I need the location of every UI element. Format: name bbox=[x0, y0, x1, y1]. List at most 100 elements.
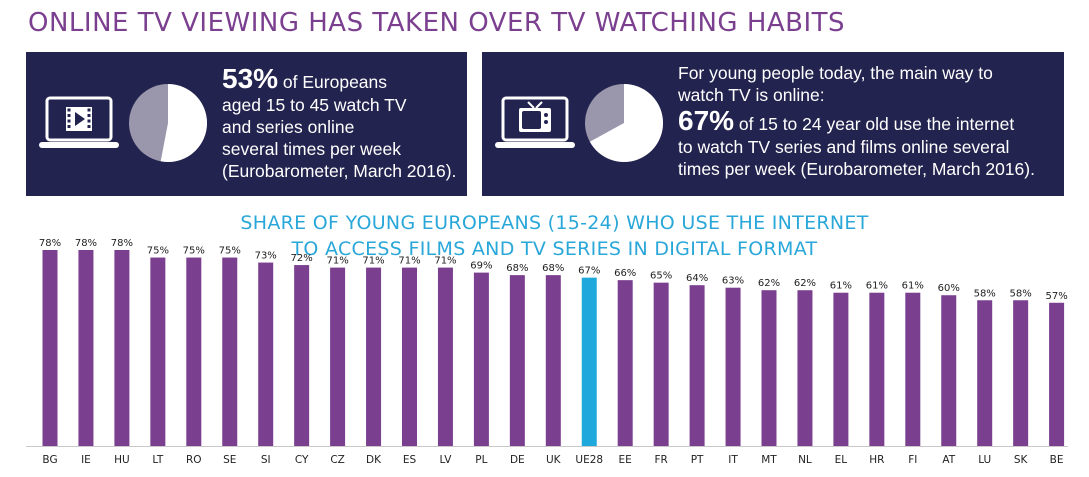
bar-lt bbox=[150, 257, 166, 446]
data-label-se: 75% bbox=[219, 246, 241, 257]
tick-label-mt: MT bbox=[761, 454, 777, 466]
bar-nl bbox=[797, 290, 813, 446]
data-label-be: 57% bbox=[1045, 291, 1067, 302]
bar-cz bbox=[330, 267, 346, 446]
chart-title-line-1: SHARE OF YOUNG EUROPEANS (15-24) WHO USE… bbox=[240, 212, 869, 234]
data-label-ro: 75% bbox=[183, 246, 205, 257]
data-label-pl: 69% bbox=[470, 261, 492, 272]
tick-label-fi: FI bbox=[908, 454, 917, 466]
tick-label-bg: BG bbox=[42, 454, 57, 466]
tick-label-ie: IE bbox=[81, 454, 91, 466]
bar-es bbox=[402, 267, 417, 446]
tick-label-cz: CZ bbox=[330, 454, 345, 466]
data-label-pt: 64% bbox=[686, 273, 708, 284]
bar-at bbox=[941, 295, 957, 446]
bar-pl bbox=[473, 272, 489, 446]
chart-title-line-2: TO ACCESS FILMS AND TV SERIES IN DIGITAL… bbox=[291, 238, 818, 260]
data-label-de: 68% bbox=[506, 263, 528, 274]
bar-si bbox=[258, 262, 274, 446]
data-label-si: 73% bbox=[255, 251, 277, 262]
bar-mt bbox=[761, 290, 777, 446]
source-note: (Eurobarometer, March 2016). bbox=[795, 159, 1035, 179]
data-label-at: 60% bbox=[938, 283, 960, 294]
pie-53-slice bbox=[160, 84, 208, 162]
data-label-el: 61% bbox=[830, 281, 852, 292]
bar-ro bbox=[186, 257, 202, 446]
bar-fi bbox=[905, 292, 921, 446]
bar-ie bbox=[78, 250, 94, 446]
stat-text-right: For young people today, the main way to … bbox=[678, 63, 1035, 179]
bar-sk bbox=[1013, 300, 1029, 446]
data-label-ue28: 67% bbox=[578, 266, 600, 277]
bar-ee bbox=[617, 280, 633, 446]
tick-label-at: AT bbox=[942, 454, 955, 466]
data-label-sk: 58% bbox=[1010, 288, 1032, 299]
stat-percent-67: 67% bbox=[678, 105, 735, 136]
data-label-uk: 68% bbox=[542, 263, 564, 274]
tick-label-hu: HU bbox=[114, 454, 130, 466]
tick-label-lv: LV bbox=[440, 454, 453, 466]
bar-hr bbox=[869, 292, 885, 446]
tick-label-es: ES bbox=[403, 454, 417, 466]
tick-label-nl: NL bbox=[798, 454, 812, 466]
bar-el bbox=[833, 292, 849, 446]
data-label-fr: 65% bbox=[650, 271, 672, 282]
data-label-mt: 62% bbox=[758, 278, 780, 289]
data-label-lu: 58% bbox=[974, 288, 996, 299]
page-title: ONLINE TV VIEWING HAS TAKEN OVER TV WATC… bbox=[28, 8, 846, 38]
bar-ue28 bbox=[581, 277, 597, 446]
bar-be bbox=[1049, 302, 1065, 446]
pie-67-slice bbox=[589, 84, 663, 162]
pie-chart-53 bbox=[129, 84, 208, 162]
data-label-ee: 66% bbox=[614, 268, 636, 279]
bar-lv bbox=[437, 267, 453, 446]
data-label-dk: 71% bbox=[362, 256, 384, 267]
tick-label-be: BE bbox=[1050, 454, 1064, 466]
bar-cy bbox=[294, 265, 310, 446]
bar-pt bbox=[689, 285, 705, 446]
pie-chart-67 bbox=[585, 84, 663, 162]
data-label-es: 71% bbox=[398, 256, 420, 267]
data-label-cz: 71% bbox=[326, 256, 348, 267]
tick-label-lt: LT bbox=[152, 454, 163, 466]
stat-text-left: 53% of Europeans aged 15 to 45 watch TV … bbox=[222, 64, 462, 182]
source-note: (Eurobarometer, March 2016). bbox=[222, 161, 457, 181]
tick-label-ee: EE bbox=[619, 454, 632, 466]
stat-panel-right: For young people today, the main way to … bbox=[482, 52, 1064, 196]
bar-hu bbox=[114, 250, 130, 446]
tick-label-cy: CY bbox=[295, 454, 309, 466]
tick-label-ro: RO bbox=[186, 454, 202, 466]
tick-label-ue28: UE28 bbox=[575, 454, 603, 466]
bar-uk bbox=[545, 275, 561, 446]
bar-se bbox=[222, 257, 238, 446]
data-label-lt: 75% bbox=[147, 246, 169, 257]
bar-it bbox=[725, 287, 741, 446]
data-label-fi: 61% bbox=[902, 281, 924, 292]
data-label-it: 63% bbox=[722, 276, 744, 287]
tick-label-de: DE bbox=[510, 454, 525, 466]
tick-label-si: SI bbox=[261, 454, 271, 466]
bar-lu bbox=[977, 300, 993, 446]
tick-label-el: EL bbox=[835, 454, 848, 466]
tick-label-pt: PT bbox=[691, 454, 704, 466]
tick-label-it: IT bbox=[728, 454, 738, 466]
data-label-lv: 71% bbox=[434, 256, 456, 267]
tick-label-hr: HR bbox=[869, 454, 884, 466]
data-label-ie: 78% bbox=[75, 238, 97, 249]
tick-label-lu: LU bbox=[978, 454, 991, 466]
tick-label-pl: PL bbox=[475, 454, 487, 466]
bar-de bbox=[509, 275, 525, 446]
stat-panel-left: 53% of Europeans aged 15 to 45 watch TV … bbox=[26, 52, 467, 196]
bar-fr bbox=[653, 282, 669, 446]
data-label-hu: 78% bbox=[111, 238, 133, 249]
data-label-cy: 72% bbox=[291, 253, 313, 264]
laptop-video-icon bbox=[39, 96, 119, 148]
tick-label-uk: UK bbox=[546, 454, 562, 466]
data-label-nl: 62% bbox=[794, 278, 816, 289]
data-label-hr: 61% bbox=[866, 281, 888, 292]
data-label-bg: 78% bbox=[39, 238, 61, 249]
tick-label-fr: FR bbox=[654, 454, 667, 466]
bar-dk bbox=[366, 267, 382, 446]
stat-percent-53: 53% bbox=[222, 63, 279, 94]
